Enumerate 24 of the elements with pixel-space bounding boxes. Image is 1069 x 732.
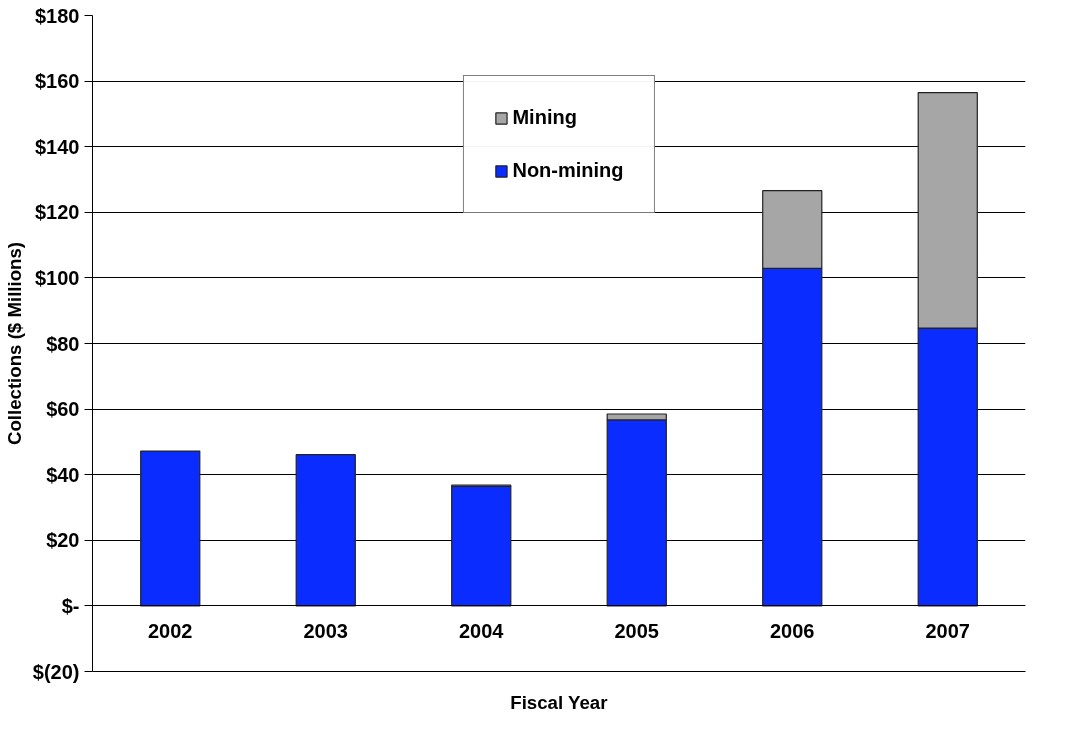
bar — [140, 450, 201, 607]
y-tick-label: $180 — [35, 4, 80, 27]
legend-label: Non-mining — [512, 159, 624, 182]
x-tick-label: 2007 — [925, 619, 970, 642]
x-tick-label: 2004 — [459, 619, 505, 642]
x-tick-label: 2002 — [148, 619, 193, 642]
y-tick-label: $- — [61, 594, 80, 617]
x-axis-title: Fiscal Year — [510, 691, 608, 713]
y-tick-label: $60 — [46, 398, 80, 421]
x-tick-label: 2005 — [614, 619, 659, 642]
y-tick-label: $120 — [35, 201, 80, 224]
bar — [295, 454, 356, 607]
y-axis-title: Collections ($ Millions) — [3, 241, 25, 446]
y-tick-label: $80 — [46, 332, 80, 355]
y-tick-label: $160 — [35, 70, 80, 93]
y-tick-label: $100 — [35, 266, 80, 289]
y-tick-label: $(20) — [32, 660, 80, 683]
y-tick-label: $140 — [35, 135, 80, 158]
x-tick-label: 2006 — [770, 619, 815, 642]
y-tick-label: $20 — [46, 529, 80, 552]
bar — [451, 485, 512, 607]
y-tick-label: $40 — [46, 463, 80, 486]
x-tick-label: 2003 — [303, 619, 348, 642]
legend-label: Mining — [512, 106, 577, 129]
